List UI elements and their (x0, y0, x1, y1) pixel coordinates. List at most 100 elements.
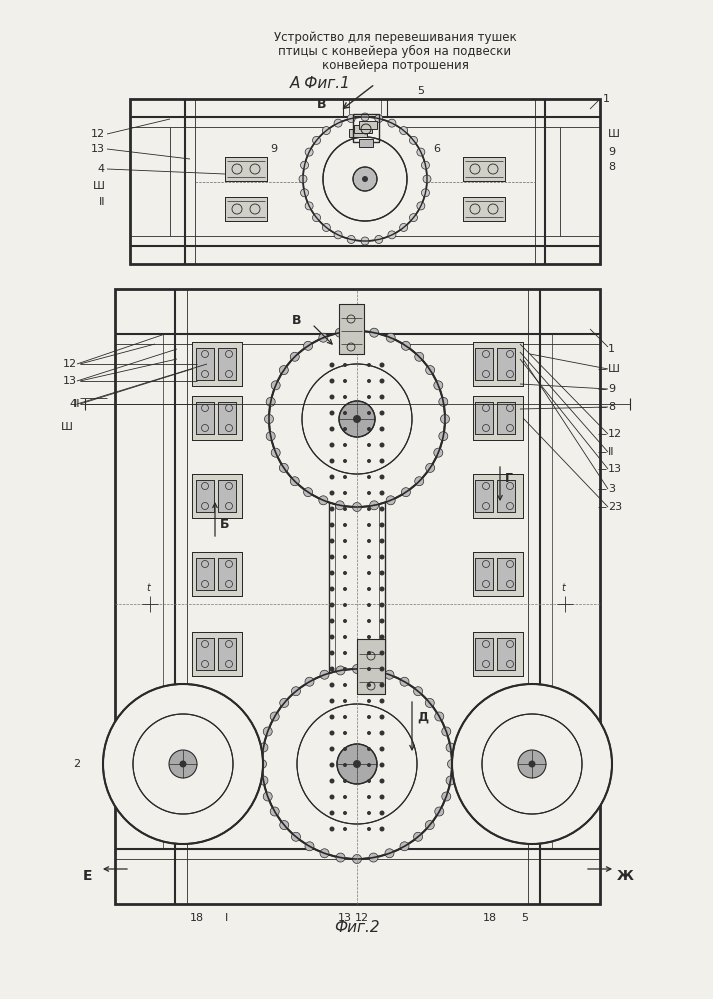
Circle shape (271, 381, 280, 390)
Bar (497, 638, 515, 670)
Circle shape (367, 379, 371, 383)
Circle shape (367, 795, 371, 799)
Bar (192, 632, 242, 676)
Circle shape (421, 189, 429, 197)
Text: II: II (608, 447, 615, 457)
Text: Ж: Ж (617, 869, 633, 883)
Circle shape (312, 214, 321, 222)
Circle shape (352, 327, 361, 336)
Circle shape (352, 664, 361, 673)
Circle shape (271, 449, 280, 458)
Circle shape (369, 500, 379, 509)
Circle shape (353, 415, 361, 423)
Circle shape (320, 670, 329, 679)
Text: II: II (73, 399, 80, 409)
Bar (463, 197, 505, 221)
Bar (196, 480, 214, 512)
Circle shape (303, 117, 427, 241)
Circle shape (343, 523, 347, 527)
Text: 5: 5 (521, 913, 528, 923)
Circle shape (329, 475, 334, 480)
Circle shape (259, 743, 268, 752)
Circle shape (379, 730, 384, 735)
Circle shape (322, 224, 330, 232)
Circle shape (322, 127, 330, 135)
Circle shape (369, 329, 379, 338)
Circle shape (367, 763, 371, 767)
Circle shape (329, 794, 334, 799)
Circle shape (379, 682, 384, 687)
Bar (475, 402, 493, 434)
Circle shape (270, 712, 279, 721)
Bar (497, 558, 515, 590)
Circle shape (528, 760, 535, 767)
Bar (475, 638, 493, 670)
Bar (192, 396, 242, 440)
Circle shape (343, 827, 347, 831)
Circle shape (329, 762, 334, 767)
Circle shape (290, 353, 299, 362)
Circle shape (329, 650, 334, 655)
Circle shape (379, 778, 384, 783)
Circle shape (367, 427, 371, 431)
Bar (225, 157, 267, 181)
Bar (497, 480, 515, 512)
Bar (353, 114, 379, 142)
Text: Д: Д (417, 710, 428, 723)
Circle shape (329, 570, 334, 575)
Circle shape (343, 427, 347, 431)
Circle shape (367, 827, 371, 831)
Circle shape (367, 491, 371, 495)
Bar (497, 638, 515, 670)
Circle shape (379, 746, 384, 751)
Circle shape (375, 115, 383, 123)
Text: конвейера потрошения: конвейера потрошения (322, 59, 468, 72)
Circle shape (353, 167, 377, 191)
Circle shape (279, 366, 288, 375)
Text: Устройство для перевешивания тушек: Устройство для перевешивания тушек (274, 31, 516, 44)
Text: 3: 3 (608, 484, 615, 494)
Circle shape (379, 411, 384, 416)
Circle shape (329, 586, 334, 591)
Circle shape (379, 570, 384, 575)
Circle shape (379, 427, 384, 432)
Bar (196, 348, 214, 380)
Circle shape (262, 669, 452, 859)
Circle shape (386, 496, 395, 504)
Bar (357, 639, 385, 694)
Circle shape (369, 853, 378, 862)
Circle shape (417, 202, 425, 210)
Circle shape (329, 730, 334, 735)
Circle shape (417, 148, 425, 156)
Circle shape (329, 666, 334, 671)
Circle shape (335, 329, 344, 338)
Circle shape (361, 237, 369, 245)
Circle shape (270, 807, 279, 816)
Circle shape (435, 807, 443, 816)
Bar (196, 558, 214, 590)
Circle shape (379, 538, 384, 543)
Bar (196, 558, 214, 590)
Circle shape (343, 587, 347, 591)
Circle shape (409, 214, 418, 222)
Bar (359, 139, 373, 147)
Circle shape (343, 683, 347, 687)
Circle shape (329, 363, 334, 368)
Text: 13: 13 (63, 376, 77, 386)
Circle shape (305, 148, 313, 156)
Circle shape (292, 832, 300, 841)
Circle shape (334, 119, 342, 127)
Text: Ш: Ш (608, 364, 620, 374)
Text: птицы с конвейера убоя на подвески: птицы с конвейера убоя на подвески (279, 44, 511, 58)
Circle shape (379, 826, 384, 831)
Circle shape (343, 763, 347, 767)
Bar (192, 552, 242, 596)
Circle shape (438, 432, 448, 441)
Circle shape (435, 712, 443, 721)
Circle shape (343, 459, 347, 463)
Circle shape (421, 161, 429, 169)
Circle shape (343, 667, 347, 671)
Circle shape (386, 334, 395, 343)
Circle shape (343, 699, 347, 703)
Circle shape (425, 698, 434, 707)
